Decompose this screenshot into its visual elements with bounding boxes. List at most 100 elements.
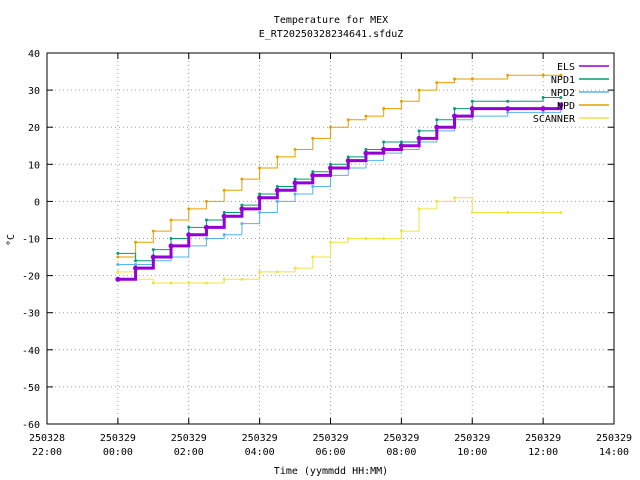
- x-tick-date: 250329: [525, 433, 561, 444]
- y-tick-label: 0: [34, 197, 40, 208]
- data-point-scanner: [293, 266, 297, 270]
- data-point-npd: [204, 199, 208, 203]
- series-layer: [115, 73, 564, 285]
- series-line-els: [117, 104, 563, 281]
- x-axis-label: Time (yymmdd HH:MM): [274, 466, 388, 477]
- y-tick-label: 40: [28, 49, 40, 60]
- data-point-els: [257, 195, 263, 201]
- data-point-npd: [399, 99, 403, 103]
- data-point-npd: [240, 177, 244, 181]
- data-point-npd1: [559, 96, 563, 100]
- data-point-els: [239, 206, 245, 212]
- y-tick-label: -10: [22, 235, 40, 246]
- plot-area-border: [46, 52, 615, 425]
- y-tick-label: -20: [22, 272, 40, 283]
- x-tick-time: 04:00: [245, 447, 275, 458]
- y-tick-label: 20: [28, 123, 40, 134]
- data-point-scanner: [435, 199, 439, 203]
- y-tick-label: -40: [22, 346, 40, 357]
- x-tick-time: 14:00: [599, 447, 629, 458]
- y-tick-label: -30: [22, 309, 40, 320]
- data-point-npd2: [222, 233, 226, 237]
- data-point-scanner: [506, 211, 510, 215]
- data-point-npd2: [240, 222, 244, 226]
- y-tick-label: -50: [22, 383, 40, 394]
- data-point-npd1: [541, 96, 545, 100]
- data-point-npd: [541, 73, 545, 77]
- data-point-els: [469, 106, 475, 112]
- data-point-els: [310, 172, 316, 178]
- data-point-scanner: [559, 211, 563, 215]
- x-tick-date: 250329: [312, 433, 348, 444]
- data-point-scanner: [364, 237, 368, 240]
- data-point-npd1: [417, 129, 421, 133]
- legend-label-npd1: NPD1: [551, 75, 575, 86]
- data-point-els: [328, 165, 333, 171]
- data-point-npd1: [470, 99, 474, 103]
- data-point-scanner: [470, 211, 474, 215]
- data-point-npd: [453, 77, 457, 81]
- data-point-npd1: [435, 118, 439, 122]
- data-point-els: [345, 158, 351, 164]
- x-tick-time: 10:00: [457, 447, 487, 458]
- data-point-npd: [151, 229, 155, 233]
- data-point-npd: [382, 107, 386, 111]
- data-point-npd1: [329, 162, 332, 166]
- data-point-npd1: [506, 99, 510, 103]
- data-point-npd: [258, 166, 262, 170]
- data-point-scanner: [222, 277, 226, 281]
- data-point-els: [416, 135, 422, 141]
- data-point-els: [150, 254, 156, 260]
- data-point-els: [381, 146, 387, 152]
- data-point-els: [203, 224, 209, 230]
- data-point-npd1: [399, 140, 403, 144]
- series-line-npd2: [117, 108, 562, 265]
- data-point-npd1: [222, 211, 226, 215]
- x-tick-time: 12:00: [528, 447, 558, 458]
- data-point-npd1: [151, 248, 155, 252]
- data-point-npd1: [364, 147, 368, 151]
- legend-label-els: ELS: [557, 62, 575, 73]
- data-point-scanner: [240, 277, 244, 281]
- data-point-els: [221, 213, 227, 219]
- x-tick-date: 250329: [454, 433, 490, 444]
- data-point-npd1: [240, 203, 244, 207]
- y-tick-label: 10: [28, 160, 40, 171]
- data-point-scanner: [258, 270, 262, 274]
- legend: ELS NPD1 NPD2 NPD SCANNER: [533, 62, 609, 125]
- data-point-npd: [417, 88, 421, 92]
- data-point-npd1: [275, 185, 279, 189]
- x-tick-date: 250329: [596, 433, 632, 444]
- data-point-npd1: [169, 237, 173, 240]
- data-point-npd: [435, 81, 439, 85]
- chart-title: Temperature for MEX: [274, 15, 388, 26]
- x-tick-date: 250329: [100, 433, 136, 444]
- data-point-els: [133, 265, 139, 271]
- data-point-els: [292, 180, 298, 186]
- data-point-els: [505, 106, 511, 112]
- x-tick-time: 06:00: [315, 447, 345, 458]
- data-point-els: [434, 124, 440, 130]
- data-point-npd1: [311, 170, 315, 174]
- data-point-npd: [222, 188, 226, 192]
- data-point-els: [168, 243, 174, 249]
- data-point-npd1: [116, 251, 120, 255]
- data-point-npd2: [275, 199, 279, 203]
- data-point-scanner: [541, 211, 545, 215]
- data-point-npd: [187, 207, 191, 211]
- legend-label-npd: NPD: [557, 101, 575, 112]
- data-point-npd: [116, 255, 120, 259]
- data-point-npd1: [204, 218, 208, 222]
- data-point-scanner: [329, 240, 332, 244]
- x-tick-date: 250329: [383, 433, 419, 444]
- data-point-els: [115, 276, 121, 282]
- data-point-scanner: [311, 255, 315, 259]
- chart-subtitle: E_RT20250328234641.sfduZ: [259, 29, 404, 40]
- data-point-els: [186, 232, 192, 238]
- data-point-scanner: [399, 229, 403, 233]
- data-point-npd: [506, 73, 510, 77]
- data-point-npd: [346, 118, 350, 122]
- data-point-npd1: [258, 192, 262, 196]
